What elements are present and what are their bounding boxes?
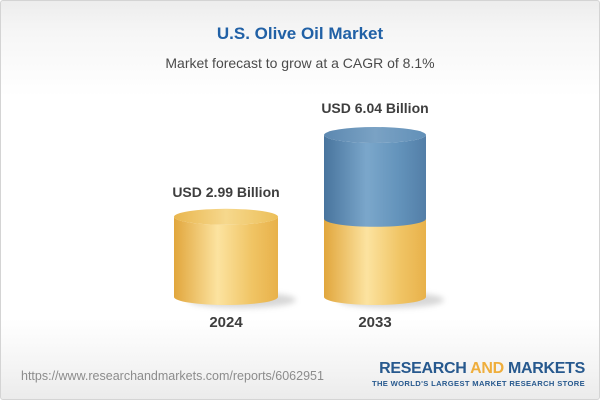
chart-subtitle: Market forecast to grow at a CAGR of 8.1… [165, 55, 435, 71]
report-url: https://www.researchandmarkets.com/repor… [21, 369, 324, 383]
value-label-2033: USD 6.04 Billion [321, 100, 429, 116]
brand-logo: RESEARCH AND MARKETS THE WORLD'S LARGEST… [372, 360, 585, 388]
logo-word-markets: MARKETS [507, 360, 585, 377]
chart-title: U.S. Olive Oil Market [216, 24, 384, 43]
value-label-2024: USD 2.99 Billion [172, 184, 280, 200]
brand-logo-wordmark: RESEARCH AND MARKETS [372, 360, 585, 378]
logo-tagline: THE WORLD'S LARGEST MARKET RESEARCH STOR… [371, 378, 585, 388]
x-label-2024: 2024 [209, 314, 243, 331]
logo-word-and: AND [470, 360, 504, 377]
x-label-2033: 2033 [358, 314, 392, 331]
logo-word-research: RESEARCH [379, 360, 467, 377]
